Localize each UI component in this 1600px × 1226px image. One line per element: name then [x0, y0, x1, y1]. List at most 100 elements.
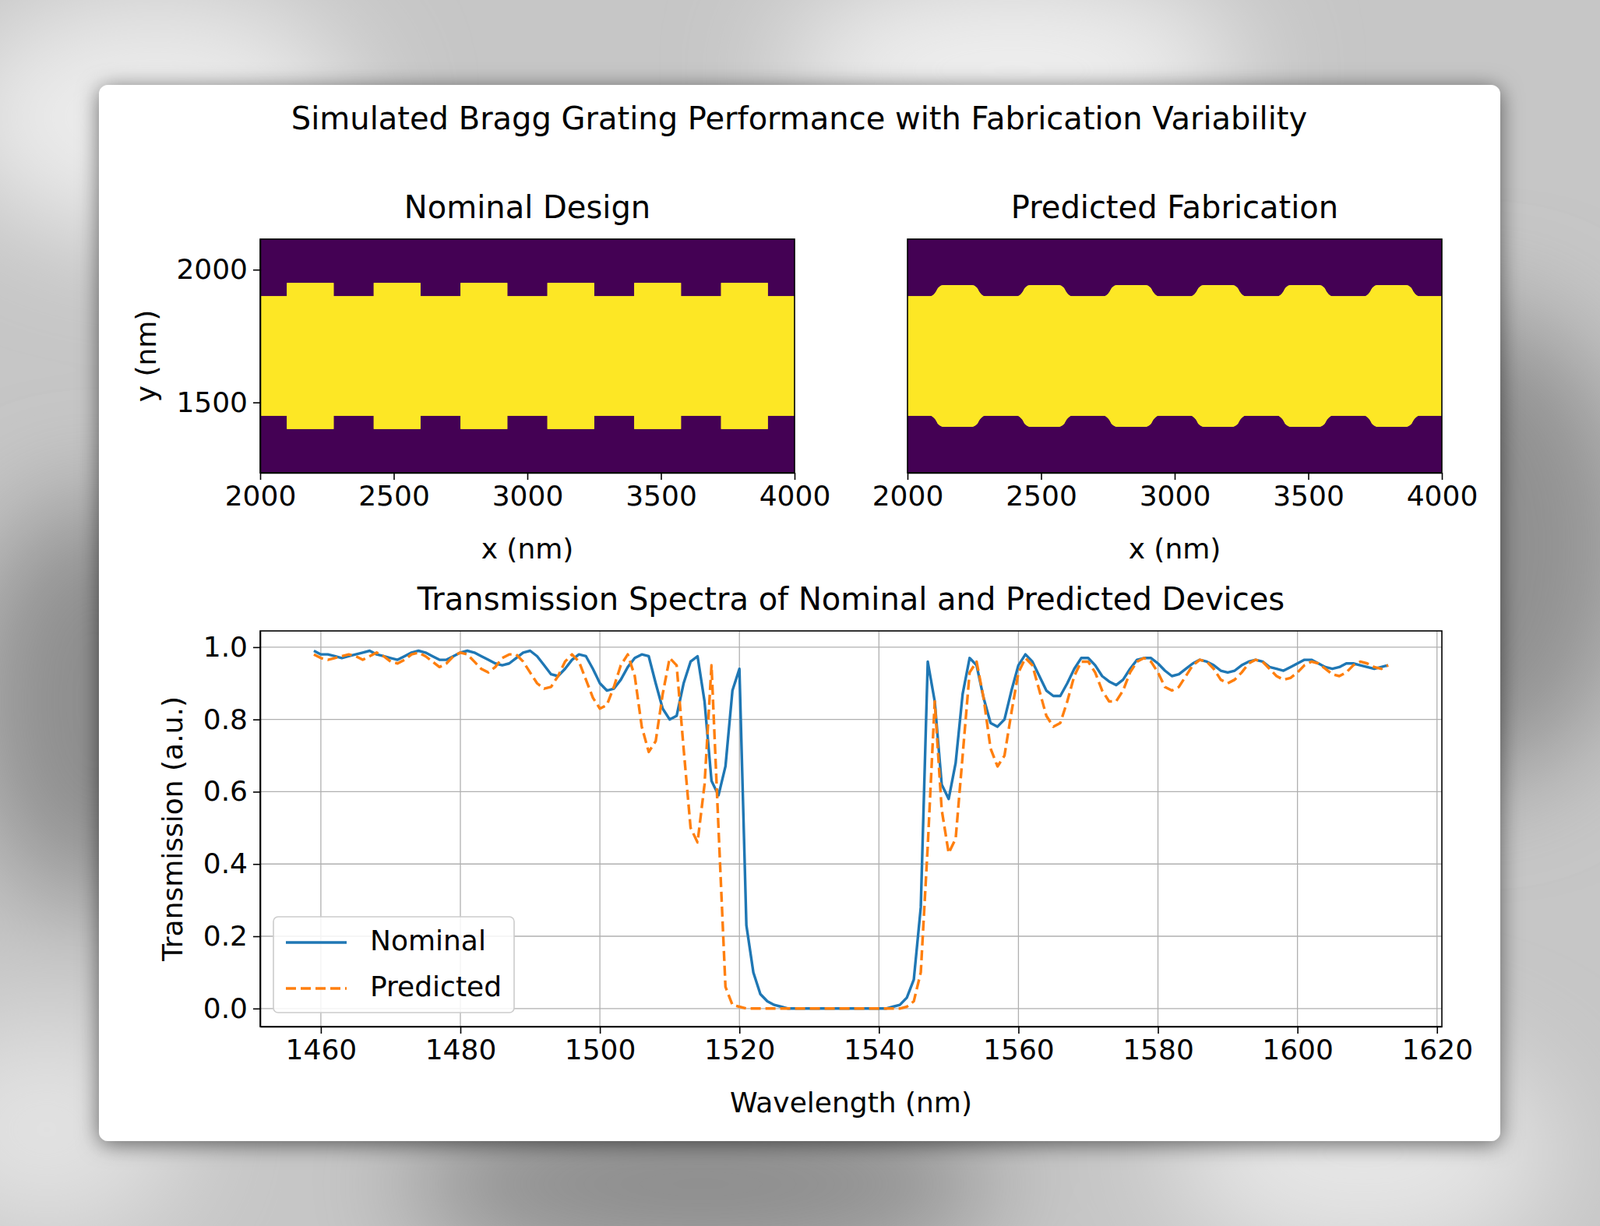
tick-label: 2000: [176, 253, 248, 286]
grid-line-x: [1296, 630, 1298, 1027]
tick-label: 0.8: [203, 703, 248, 736]
series-line: [313, 652, 1389, 1009]
tick-label: 2500: [358, 479, 430, 512]
tick-label: 1460: [285, 1033, 358, 1066]
grid-line-y: [260, 863, 1442, 865]
tick-label: 1500: [176, 386, 248, 419]
tick-mark: [253, 1008, 261, 1011]
x-tick: 1480: [425, 1026, 497, 1066]
tick-label: 1480: [425, 1033, 497, 1066]
tick-mark: [253, 791, 261, 793]
y-tick: 0.4: [203, 847, 261, 880]
grid-line-y: [260, 718, 1442, 720]
plot-area: [313, 651, 1389, 1009]
legend-label: Predicted: [370, 970, 502, 1003]
tick-label: 4000: [1406, 479, 1479, 512]
tick-mark: [253, 863, 261, 866]
x-tick: 2000: [225, 472, 297, 512]
chart-2: 1460148015001520154015601580160016200.00…: [156, 581, 1474, 1119]
chart-title: Nominal Design: [404, 189, 651, 226]
x-axis-line: [260, 1026, 1443, 1029]
x-tick: 3000: [492, 472, 564, 512]
plot-area: [260, 239, 795, 473]
y-tick: 0.2: [203, 919, 261, 952]
legend-box: [273, 916, 515, 1013]
tick-label: 3500: [1272, 479, 1345, 512]
grid: [260, 630, 1442, 1027]
y-tick: 0.8: [203, 703, 261, 736]
backdrop-blobs: [0, 0, 1600, 1226]
tick-mark: [253, 401, 261, 404]
x-tick: 4000: [1406, 472, 1479, 512]
tick-label: 1580: [1122, 1033, 1195, 1066]
tick-label: 2500: [1005, 479, 1078, 512]
tick-mark: [253, 647, 261, 649]
x-tick: 4000: [759, 472, 832, 512]
y-tick: 1.0: [203, 630, 261, 663]
tick-label: 1540: [843, 1033, 916, 1066]
waveguide-upper-edge: [907, 285, 1442, 427]
grid-line-x: [878, 630, 880, 1027]
grid-line-y: [260, 791, 1442, 793]
chart-1: 2000 2500 3000 3500 4000 Predicted Fabricatio…: [872, 189, 1479, 565]
tick-label: 1620: [1401, 1033, 1474, 1066]
chart-title: Predicted Fabrication: [1011, 189, 1339, 226]
tick-label: 1600: [1261, 1033, 1334, 1066]
plot-frame: [260, 239, 795, 473]
tick-label: 1500: [564, 1033, 637, 1066]
x-tick: 1620: [1401, 1026, 1474, 1066]
x-axis-title: x (nm): [481, 532, 575, 565]
tick-label: 0.6: [203, 775, 248, 808]
x-tick: 1520: [704, 1026, 776, 1066]
tick-label: 0.2: [203, 919, 248, 952]
tick-label: 4000: [759, 479, 832, 512]
tick-label: 1520: [704, 1033, 776, 1066]
y-axis: 0.0 0.2 0.4 0.6 0.8 1.0: [203, 630, 261, 1028]
y-tick: 2000: [176, 253, 261, 286]
cladding: [907, 239, 1442, 473]
x-axis: 1460 1480 1500 1520 1540 1560 1580 1600 1620: [260, 1026, 1474, 1066]
x-tick: 2500: [1005, 472, 1078, 512]
tick-label: 3000: [492, 479, 564, 512]
grid-line-x: [1018, 630, 1019, 1027]
y-axis-line: [260, 631, 262, 1028]
x-tick: 1580: [1122, 1026, 1195, 1066]
tick-label: 2000: [872, 479, 945, 512]
y-tick: 1500: [176, 386, 261, 419]
x-tick: 3500: [625, 472, 698, 512]
tick-mark: [253, 936, 261, 938]
waveguide-lower-edge: [260, 282, 795, 430]
backdrop: [0, 0, 1600, 1226]
x-tick: 1540: [843, 1026, 916, 1066]
tick-label: 2000: [225, 479, 297, 512]
tick-mark: [253, 269, 261, 272]
tick-label: 1560: [983, 1033, 1055, 1066]
waveguide-lower-edge: [907, 285, 1442, 427]
tick-label: 3500: [625, 479, 698, 512]
grid-line-x: [1157, 630, 1159, 1027]
x-axis: 2000 2500 3000 3500 4000: [225, 472, 832, 512]
x-tick: 1500: [564, 1026, 637, 1066]
x-tick: 1600: [1261, 1026, 1334, 1066]
y-tick: 0.0: [203, 992, 261, 1025]
y-axis-title: Transmission (a.u.): [156, 696, 189, 963]
y-tick: 0.6: [203, 775, 261, 808]
tick-label: 1.0: [203, 630, 248, 663]
y-axis-title: y (nm): [130, 310, 163, 403]
x-axis-title: x (nm): [1128, 532, 1222, 565]
cladding: [260, 239, 795, 473]
series-line: [313, 651, 1389, 1009]
figure: Simulated Bragg Grating Performance with…: [0, 0, 1600, 1226]
x-axis-title: Wavelength (nm): [729, 1086, 973, 1119]
plot-frame: [260, 630, 1442, 1027]
legend-swatch: [285, 940, 347, 944]
y-axis: 1500 2000: [176, 239, 261, 474]
chart-0: 2000 2500 3000 3500 4000 1500 2000 Nominal Desi…: [130, 189, 831, 565]
x-tick: 2500: [358, 472, 430, 512]
plot-frame: [907, 239, 1442, 473]
grid-line-x: [1436, 630, 1438, 1027]
x-tick: 2000: [872, 472, 945, 512]
legend-swatch: [285, 986, 347, 990]
x-tick: 3000: [1139, 472, 1212, 512]
card: [98, 84, 1501, 1142]
